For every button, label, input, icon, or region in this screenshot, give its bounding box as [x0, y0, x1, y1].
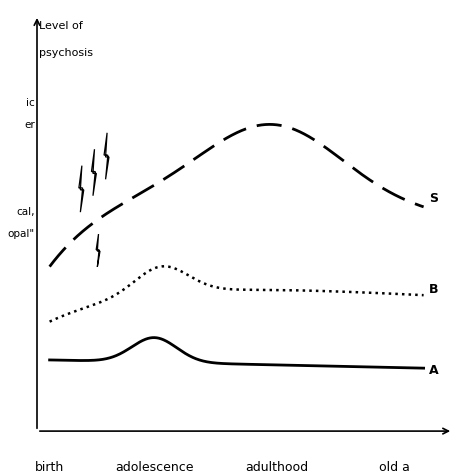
Text: birth: birth [35, 461, 64, 474]
Text: Level of: Level of [39, 20, 83, 31]
Text: psychosis: psychosis [39, 48, 93, 58]
Text: adolescence: adolescence [115, 461, 194, 474]
Text: A: A [428, 365, 438, 377]
Text: adulthood: adulthood [245, 461, 308, 474]
Text: er: er [24, 119, 35, 129]
Text: cal,: cal, [17, 207, 35, 217]
Text: old a: old a [379, 461, 410, 474]
Text: S: S [428, 192, 438, 205]
Text: opal": opal" [8, 229, 35, 239]
Text: B: B [428, 283, 438, 296]
Text: ic: ic [26, 98, 35, 108]
